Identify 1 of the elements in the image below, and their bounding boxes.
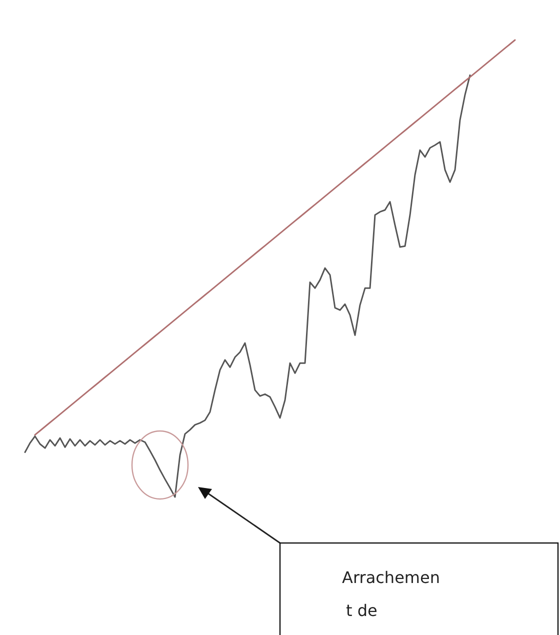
text: Arrachemen t de — [342, 568, 440, 620]
